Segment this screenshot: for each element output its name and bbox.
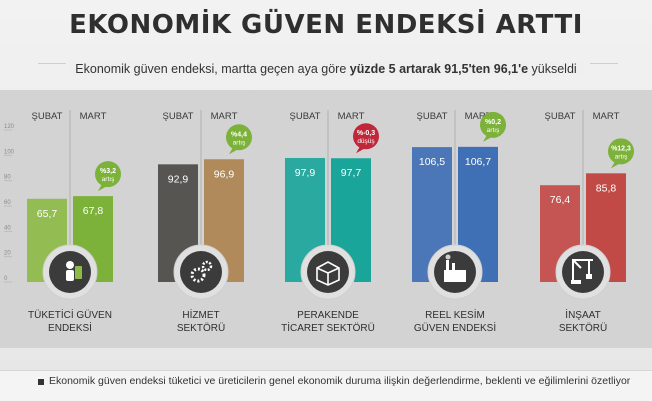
period-label: MART [80,111,107,122]
factory-icon [444,254,466,282]
period-label: ŞUBAT [417,111,448,122]
change-badge [353,123,379,150]
footer-bullet [38,379,44,385]
y-tick-label: 120 [4,124,15,130]
icon-disc [307,251,349,293]
bar-value-label: 106,5 [419,156,445,168]
change-badge [226,124,252,151]
subtitle-pre: Ekonomik güven endeksi, martta geçen aya… [75,62,350,76]
change-label: %4,4 [231,131,247,138]
change-badge-tail [98,184,107,192]
change-label: artış [615,153,628,160]
group-label: PERAKENDE [297,310,359,321]
bar-value-label: 92,9 [168,173,189,185]
bar-value-label: 67,8 [83,205,104,217]
icon-disc [562,251,604,293]
group-label: TİCARET SEKTÖRÜ [281,321,375,334]
footer: Ekonomik güven endeksi tüketici ve üreti… [0,370,652,401]
subtitle-box: Ekonomik güven endeksi, martta geçen aya… [69,62,583,76]
bar-value-label: 65,7 [37,208,58,220]
y-tick-label: 40 [4,225,11,231]
bar-value-label: 96,9 [214,168,235,180]
period-label: MART [211,111,238,122]
bar-value-label: 106,7 [465,156,491,168]
change-label: artış [487,127,500,134]
group-label: TÜKETİCİ GÜVEN [28,308,112,321]
change-badge [608,138,634,165]
change-label: %0,2 [485,119,501,126]
period-label: ŞUBAT [290,111,321,122]
group-label: HİZMET [182,308,219,321]
bar-value-label: 97,9 [295,167,316,179]
group-label: SEKTÖRÜ [559,322,607,334]
y-tick-label: 80 [4,175,11,181]
subtitle-rule-right [590,63,618,64]
y-tick-label: 60 [4,200,11,206]
change-label: düşüş [357,138,375,145]
period-label: MART [465,111,492,122]
change-badge [95,161,121,188]
crane-icon [571,259,593,284]
icon-disc [180,251,222,293]
change-badge-tail [356,146,365,154]
group-label: SEKTÖRÜ [177,322,225,334]
consumer-icon [66,261,82,281]
y-tick-label: 20 [4,251,11,257]
box-icon [316,261,340,286]
change-label: %3,2 [100,168,116,175]
change-label: %12,3 [611,145,631,152]
change-label: %-0,3 [357,130,375,137]
subtitle-rule-left [38,63,66,64]
page-title: EKONOMİK GÜVEN ENDEKSİ ARTTI [69,10,583,40]
footer-note: Ekonomik güven endeksi tüketici ve üreti… [49,375,631,387]
change-label: artış [233,139,246,146]
change-badge [480,111,506,138]
bar-value-label: 85,8 [596,182,617,194]
subtitle: Ekonomik güven endeksi, martta geçen aya… [0,62,652,76]
change-badge-tail [483,134,492,142]
period-label: ŞUBAT [545,111,576,122]
change-badge-tail [229,147,238,155]
change-badge-tail [611,161,620,169]
y-tick-label: 0 [4,276,8,282]
gears-icon [190,260,213,283]
subtitle-bold: yüzde 5 artarak 91,5'ten 96,1'e [349,62,529,76]
change-label: artış [102,176,115,183]
period-label: ŞUBAT [163,111,194,122]
period-label: MART [338,111,365,122]
subtitle-post: yükseldi [528,62,577,76]
y-tick-label: 100 [4,149,15,155]
group-label: ENDEKSİ [48,321,92,334]
group-label: REEL KESİM [425,308,485,321]
bar-value-label: 97,7 [341,167,362,179]
bar-value-label: 76,4 [550,194,571,206]
group-label: GÜVEN ENDEKSİ [414,321,496,334]
period-label: MART [593,111,620,122]
group-label: İNŞAAT [565,308,600,321]
period-label: ŞUBAT [32,111,63,122]
